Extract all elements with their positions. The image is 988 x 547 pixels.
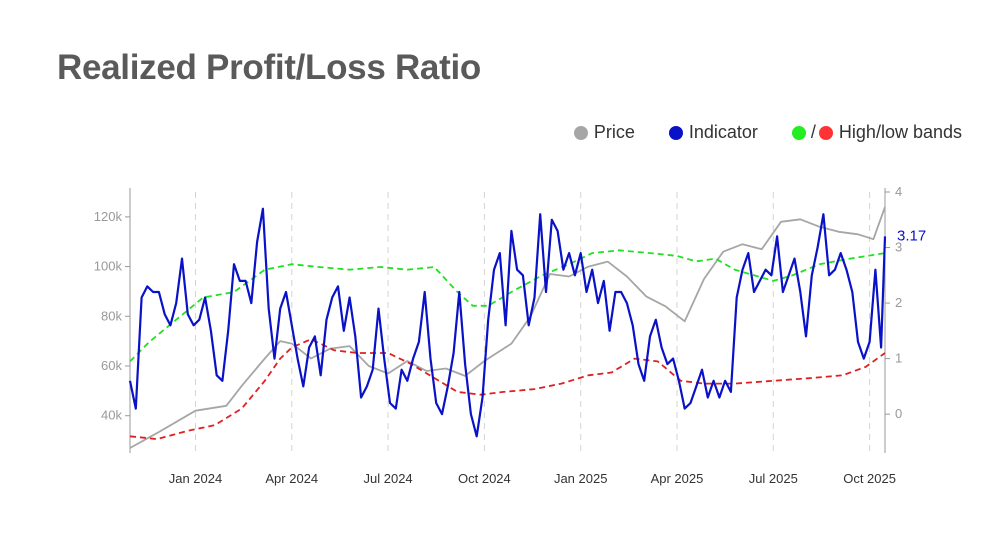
left-tick-label: 80k [101,308,122,323]
left-tick-label: 40k [101,408,122,423]
chart-legend: Price Indicator / High/low bands [573,122,962,143]
high-band-dot-icon [791,125,806,140]
left-tick-label: 100k [94,259,123,274]
indicator-last-value-label: 3.17 [897,227,926,244]
legend-slash: / [810,122,816,142]
x-tick-label: Jan 2024 [169,471,223,486]
x-tick-label: Apr 2024 [265,471,318,486]
low-band-series-line [129,338,886,441]
left-tick-label: 60k [101,358,122,373]
legend-label-price: Price [593,122,635,142]
x-tick-label: Apr 2025 [651,471,704,486]
low-band-dot-icon [818,125,833,140]
right-tick-label: 4 [895,184,902,199]
right-tick-label: 2 [895,295,902,310]
x-tick-label: Oct 2024 [458,471,511,486]
right-tick-label: 1 [895,351,902,366]
x-tick-label: Oct 2025 [843,471,896,486]
indicator-dot-icon [668,125,683,140]
chart-area: Jan 2024 Apr 2024 Jul 2024 Oct 2024 Jan 2025… [0,170,988,490]
legend-item-bands[interactable]: / High/low bands [791,122,962,143]
left-tick-label: 120k [94,209,123,224]
legend-item-price[interactable]: Price [573,122,635,143]
legend-label-indicator: Indicator [688,122,758,142]
price-series-line [129,206,886,449]
high-band-series-line [129,249,886,363]
legend-label-bands: High/low bands [838,122,962,142]
x-tick-label: Jul 2025 [749,471,798,486]
chart-title: Realized Profit/Loss Ratio [57,48,481,87]
x-tick-label: Jul 2024 [364,471,413,486]
right-tick-label: 0 [895,406,902,421]
right-tick-label: 3 [895,240,902,255]
legend-item-indicator[interactable]: Indicator [668,122,758,143]
chart-svg: Jan 2024 Apr 2024 Jul 2024 Oct 2024 Jan 2025… [94,184,926,486]
price-dot-icon [573,125,588,140]
x-tick-label: Jan 2025 [554,471,608,486]
indicator-series-line [128,207,887,438]
